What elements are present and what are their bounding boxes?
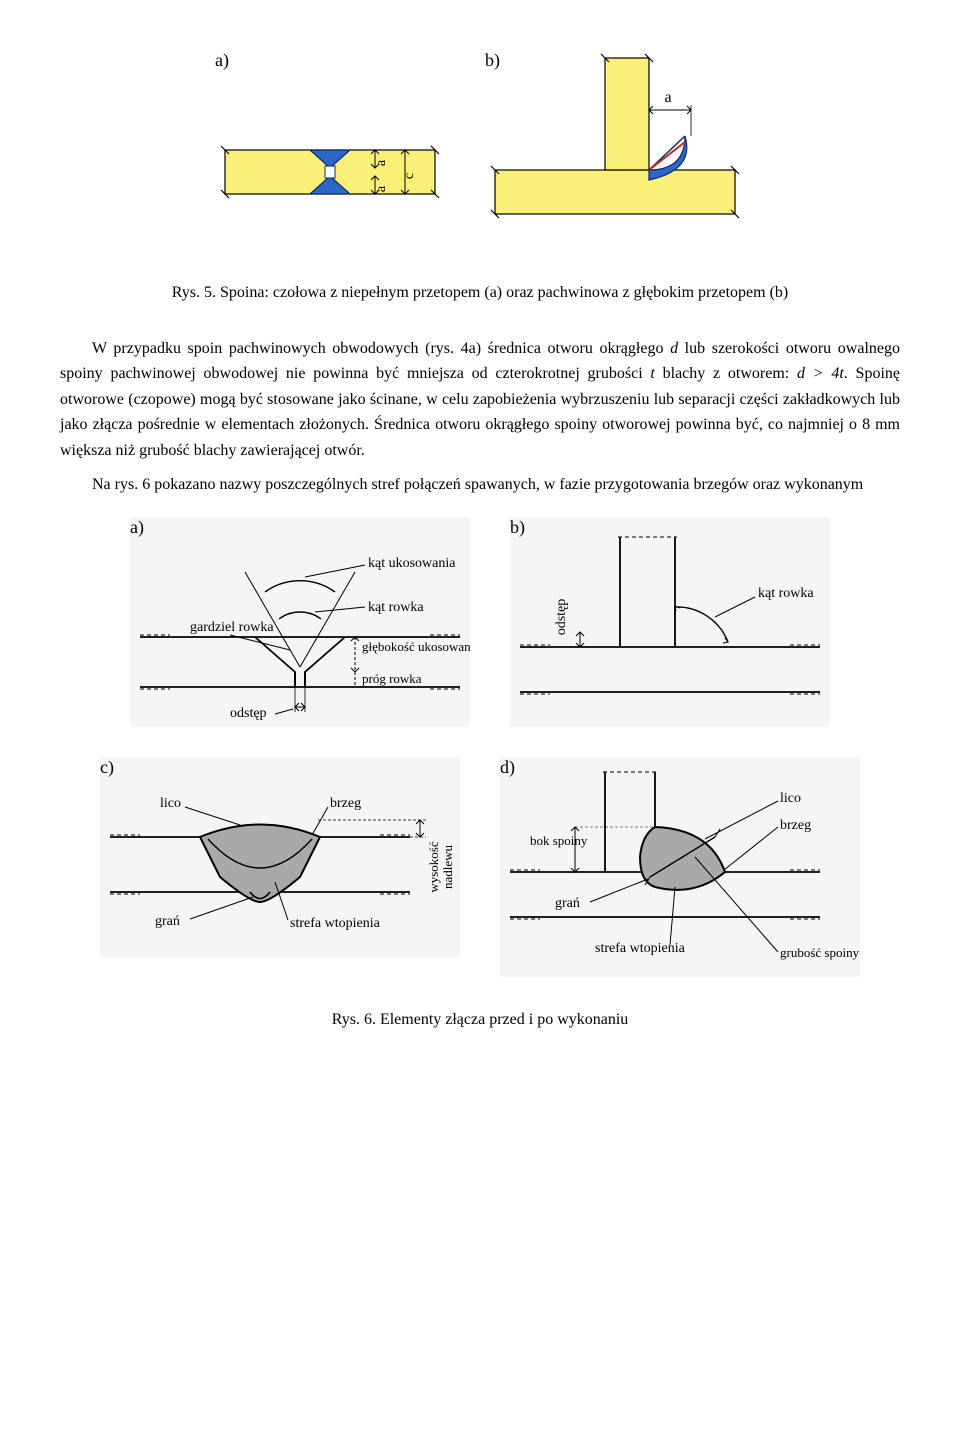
fig5a-svg: c a a [215, 50, 445, 250]
fig6b-label: b) [510, 513, 525, 542]
fig6a-kat-ukos: kąt ukosowania [368, 556, 456, 571]
fig6c-svg: lico brzeg grań strefa wtopienia wysokoś… [100, 757, 460, 957]
fig6b-svg: odstęp kąt rowka [510, 517, 830, 727]
fig6c-strefa: strefa wtopienia [290, 916, 381, 931]
fig6c-lico: lico [160, 796, 181, 811]
fig6c-wys: wysokość [426, 841, 441, 893]
fig6a-kat-rowka: kąt rowka [368, 600, 424, 615]
paragraph-2: Na rys. 6 pokazano nazwy poszczególnych … [60, 472, 900, 498]
figure-6-row2: c) lico brzeg grań strefa wtopienia [60, 757, 900, 977]
fig6c: c) lico brzeg grań strefa wtopienia [100, 757, 460, 977]
fig5a-dim-a2: a [374, 185, 389, 192]
fig5a-label: a) [215, 46, 229, 75]
fig6a-label: a) [130, 513, 144, 542]
fig5a-dim-c: c [402, 173, 417, 179]
figure-6-row1: a) kąt ukosowania [60, 517, 900, 727]
fig6d-grubosc: grubość spoiny [780, 945, 860, 960]
caption-6: Rys. 6. Elementy złącza przed i po wykon… [60, 1007, 900, 1033]
fig6d-label: d) [500, 753, 515, 782]
paragraph-1: W przypadku spoin pachwinowych obwodowyc… [60, 336, 900, 464]
fig6a-gardziel: gardziel rowka [190, 620, 274, 635]
fig6d-lico: lico [780, 791, 801, 806]
fig6b: b) odstęp kąt rowka [510, 517, 830, 727]
fig6d-brzeg: brzeg [780, 818, 811, 833]
fig6b-kat-rowka: kąt rowka [758, 586, 814, 601]
sym-ineq: d > 4t [797, 365, 844, 382]
fig6d-gran: grań [555, 896, 580, 911]
fig6a-prog: próg rowka [362, 671, 422, 686]
fig6d-svg: lico brzeg bok spoiny grań strefa wtopie… [500, 757, 860, 977]
fig5b-dim-a: a [664, 89, 671, 106]
sym-d: d [670, 340, 678, 357]
fig6d-bok: bok spoiny [530, 833, 588, 848]
figure-5: a) c a a [60, 50, 900, 250]
fig6c-brzeg: brzeg [330, 796, 361, 811]
fig6b-odstep: odstęp [554, 599, 569, 636]
p1-a: W przypadku spoin pachwinowych obwodowyc… [92, 340, 670, 357]
fig6c-nad: nadlewu [440, 845, 455, 890]
fig6a: a) kąt ukosowania [130, 517, 470, 727]
fig6c-label: c) [100, 753, 114, 782]
fig6c-gran: grań [155, 914, 180, 929]
caption-5: Rys. 5. Spoina: czołowa z niepełnym prze… [60, 280, 900, 306]
fig6a-glebokosc: głębokość ukosowania [362, 639, 470, 654]
fig5a: a) c a a [215, 50, 445, 250]
fig6d-strefa: strefa wtopienia [595, 941, 686, 956]
fig5b-label: b) [485, 46, 500, 75]
fig6d: d) lico brzeg bok spoiny [500, 757, 860, 977]
fig6a-odstep: odstęp [230, 706, 267, 721]
fig5b: b) a [485, 50, 745, 250]
fig6a-svg: kąt ukosowania kąt rowka gardziel rowka … [130, 517, 470, 727]
p1-c: blachy z otworem: [655, 365, 797, 382]
fig5b-svg: a [485, 50, 745, 250]
fig5a-dim-a1: a [374, 159, 389, 166]
